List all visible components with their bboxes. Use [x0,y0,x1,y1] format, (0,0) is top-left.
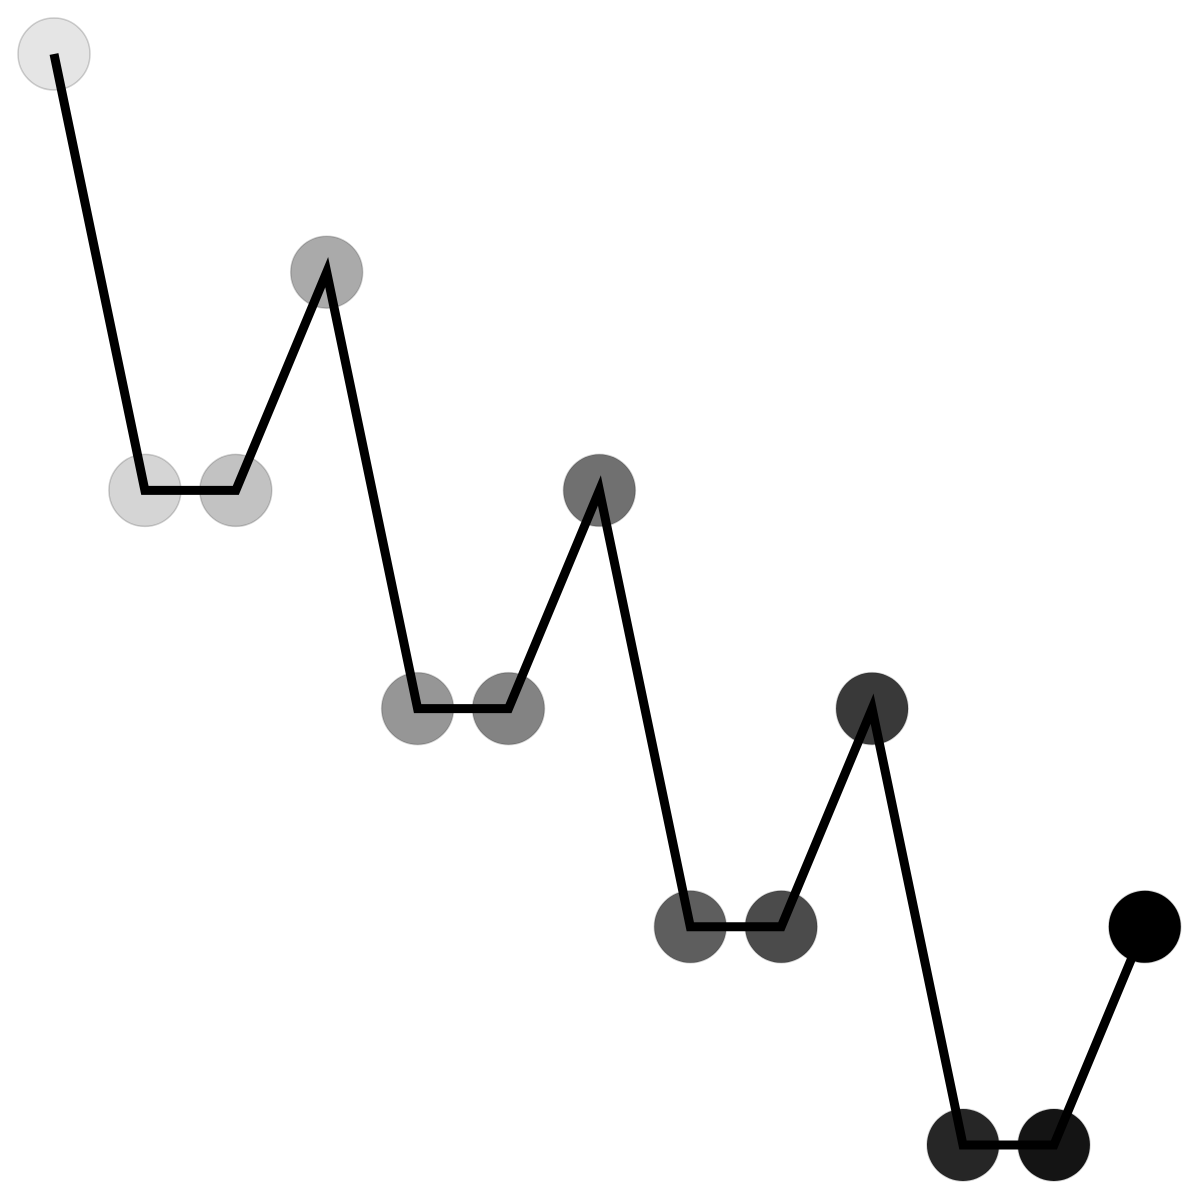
nodes-layer [17,17,1182,1182]
connecting-path [49,53,1149,1150]
edges-layer [49,53,1149,1150]
